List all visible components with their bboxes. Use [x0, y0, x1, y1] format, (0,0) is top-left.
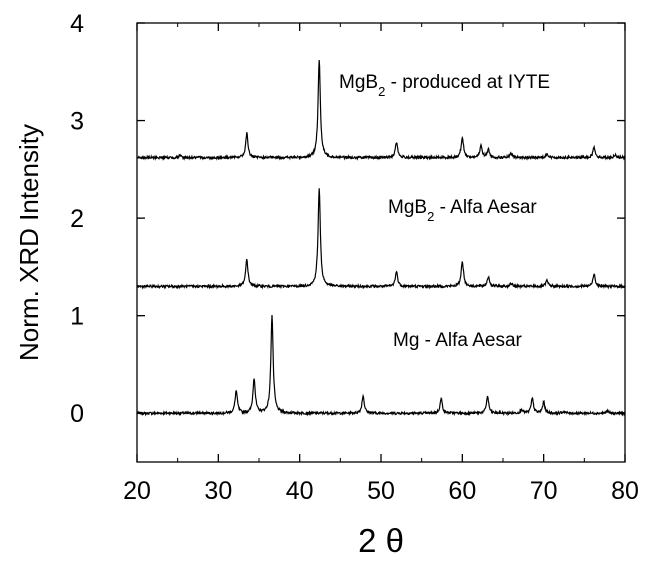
series-label-1: Mg - Alfa Aesar	[393, 330, 523, 351]
x-tick-label: 80	[611, 477, 639, 505]
y-tick-label: 1	[70, 303, 84, 331]
axis-ticks: 20 30 40 50 60 70 80 0 1 2 3 4	[70, 10, 639, 505]
x-axis-title: 2 θ	[358, 522, 404, 559]
y-tick-label: 2	[70, 205, 84, 233]
y-tick-label: 0	[70, 400, 84, 428]
y-axis-title: Norm. XRD Intensity	[14, 124, 44, 361]
y-tick-label: 4	[70, 10, 84, 38]
series-trace-3	[136, 59, 626, 162]
y-tick-label: 3	[70, 108, 84, 136]
series-label-3: MgB2 - produced at IYTE	[339, 72, 550, 99]
label-rest: - produced at IYTE	[385, 72, 550, 93]
x-tick-label: 60	[448, 477, 476, 505]
label-main: MgB	[339, 72, 378, 93]
label-subscript: 2	[427, 209, 434, 224]
x-tick-label: 70	[530, 477, 558, 505]
series-label-2: MgB2 - Alfa Aesar	[388, 197, 537, 224]
x-tick-label: 30	[204, 477, 232, 505]
label-main: MgB	[388, 197, 427, 218]
x-tick-label: 40	[286, 477, 314, 505]
x-tick-label: 50	[367, 477, 395, 505]
x-tick-label: 20	[123, 477, 151, 505]
label-rest: - Alfa Aesar	[434, 197, 537, 218]
series-trace-2	[136, 188, 626, 290]
series-trace-1	[136, 314, 626, 417]
series-lines	[136, 59, 626, 417]
label-subscript: 2	[378, 84, 385, 99]
